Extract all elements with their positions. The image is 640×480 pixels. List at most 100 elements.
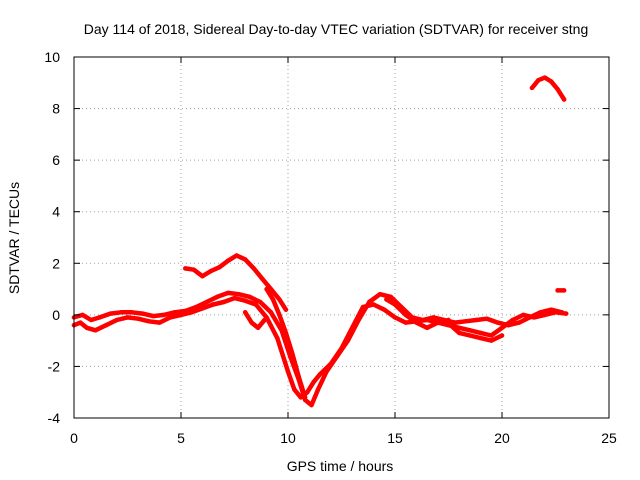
data-point	[136, 316, 141, 321]
data-point	[435, 320, 440, 325]
data-point	[561, 97, 567, 102]
data-point	[283, 307, 289, 312]
data-point	[345, 338, 351, 343]
data-point	[467, 328, 473, 333]
data-point	[506, 323, 511, 328]
data-point	[247, 294, 252, 299]
y-tick-label: 10	[44, 49, 60, 65]
data-point	[452, 320, 458, 325]
y-tick-label: 0	[52, 307, 60, 323]
data-point	[97, 315, 102, 320]
data-point	[463, 319, 468, 324]
data-point	[392, 315, 398, 320]
data-point	[285, 369, 291, 374]
y-tick-label: 2	[52, 255, 60, 271]
x-tick-label: 25	[601, 430, 617, 446]
data-point	[283, 330, 289, 336]
data-point	[200, 306, 205, 311]
y-tick-label: -2	[48, 358, 61, 374]
data-point	[474, 317, 479, 323]
data-point	[157, 320, 162, 325]
data-point	[236, 292, 241, 297]
data-point	[484, 316, 490, 321]
series-layer	[71, 75, 569, 408]
data-point	[249, 320, 254, 325]
data-point	[232, 295, 237, 301]
data-point	[356, 317, 361, 323]
data-point	[478, 330, 483, 336]
data-point	[108, 311, 113, 316]
data-point	[489, 338, 494, 343]
data-point	[140, 311, 145, 316]
y-tick-label: 8	[52, 101, 60, 117]
data-point	[225, 258, 231, 263]
data-point	[78, 320, 83, 325]
data-point	[296, 374, 301, 379]
data-point	[382, 307, 387, 312]
chart-title: Day 114 of 2018, Sidereal Day-to-day VTE…	[84, 21, 588, 37]
data-point	[489, 333, 494, 338]
series-line-track-segment-f	[242, 310, 267, 331]
y-axis-label: SDTVAR / TECUs	[6, 182, 22, 294]
data-point	[446, 317, 451, 323]
grid-layer	[74, 57, 609, 418]
data-point	[208, 268, 214, 274]
data-point	[125, 315, 130, 320]
data-point	[384, 297, 389, 302]
data-point	[561, 288, 567, 293]
data-point	[403, 312, 408, 318]
data-point	[335, 353, 340, 359]
data-point	[431, 315, 436, 320]
data-point	[114, 317, 120, 323]
data-point	[371, 302, 376, 307]
data-point	[262, 317, 267, 323]
data-point	[388, 294, 393, 299]
data-point	[538, 310, 543, 315]
data-point	[243, 298, 248, 303]
data-point	[215, 294, 220, 299]
data-point	[536, 78, 541, 83]
data-point	[270, 297, 276, 302]
data-point	[521, 312, 526, 318]
data-point	[499, 325, 505, 330]
data-point	[559, 310, 565, 315]
data-point	[324, 369, 329, 374]
data-point	[403, 320, 408, 325]
data-point	[277, 297, 282, 302]
data-point	[478, 335, 483, 341]
data-point	[317, 372, 323, 377]
data-point	[275, 335, 280, 341]
data-point	[129, 310, 134, 315]
data-point	[549, 307, 554, 312]
data-point	[210, 302, 216, 307]
data-point	[118, 310, 124, 315]
x-axis-label: GPS time / hours	[287, 458, 394, 474]
data-point	[392, 302, 398, 307]
data-point	[103, 323, 109, 328]
data-point	[151, 313, 156, 319]
data-point	[268, 310, 274, 315]
data-point	[183, 266, 188, 271]
data-point	[542, 75, 547, 80]
data-point	[93, 328, 98, 333]
y-tick-label: 4	[52, 204, 60, 220]
data-point	[264, 286, 269, 292]
data-point	[529, 85, 535, 91]
data-point	[290, 351, 295, 356]
data-point	[200, 274, 205, 279]
data-point	[467, 333, 473, 338]
tick-layer: 0 5 10 15 20 25 -4 -2 0 2 4 6 8 10	[44, 49, 617, 446]
data-point	[305, 390, 310, 395]
data-point	[367, 299, 372, 305]
data-point	[309, 402, 314, 408]
data-point	[277, 312, 282, 318]
y-tick-label: -4	[48, 410, 61, 426]
data-point	[457, 330, 462, 336]
data-point	[260, 276, 265, 281]
data-point	[191, 267, 196, 272]
data-point	[253, 302, 259, 307]
data-point	[311, 379, 316, 385]
data-point	[258, 299, 263, 305]
data-point	[225, 290, 231, 296]
